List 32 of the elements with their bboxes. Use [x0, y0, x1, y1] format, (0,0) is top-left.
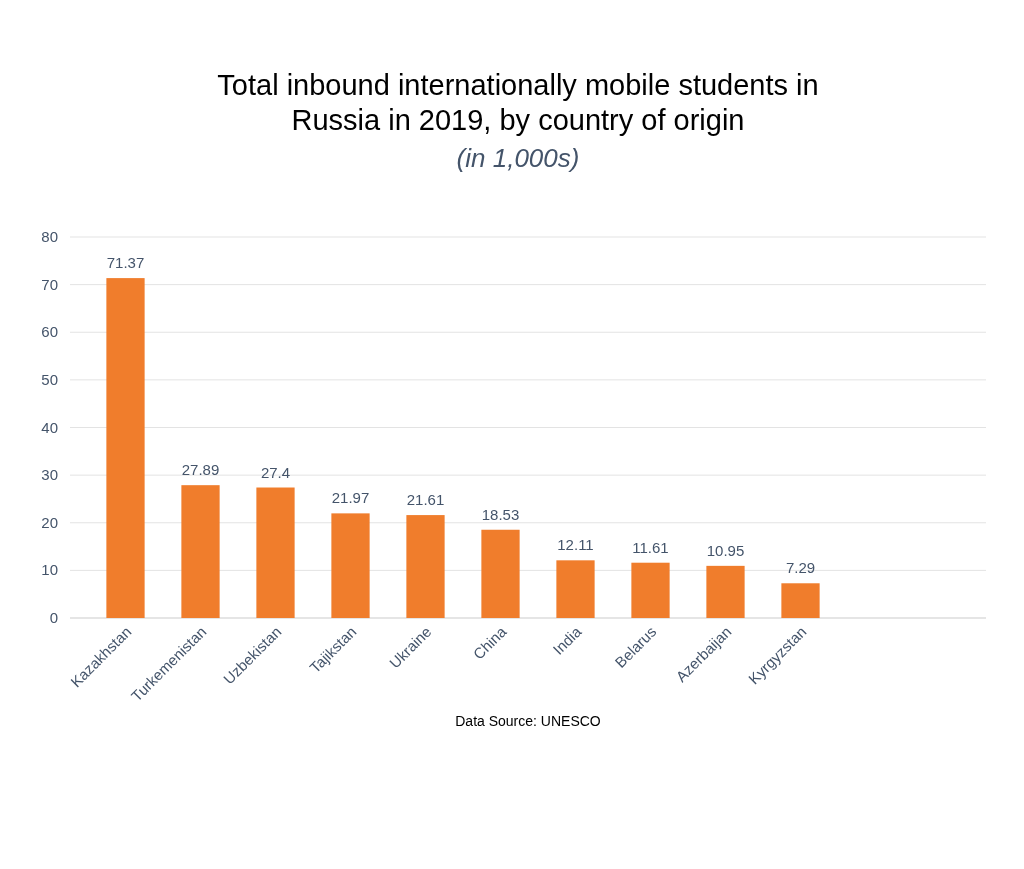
bar [706, 565, 745, 618]
data-label: 71.37 [106, 254, 145, 272]
bar [331, 513, 370, 618]
bar [256, 487, 295, 618]
y-tick-label: 20 [41, 513, 58, 531]
y-tick-label: 80 [41, 228, 58, 245]
data-label: 12.11 [557, 536, 594, 554]
bar [781, 583, 820, 618]
bar [406, 515, 445, 618]
bar [181, 485, 220, 618]
y-tick-label: 50 [41, 370, 58, 388]
data-label: 11.61 [632, 538, 669, 556]
y-tick-label: 0 [49, 609, 58, 626]
y-tick-label: 40 [41, 418, 58, 436]
chart-subtitle: (in 1,000s) [456, 143, 580, 173]
data-label: 18.53 [481, 505, 520, 523]
bar [481, 529, 520, 618]
data-label: 21.97 [331, 489, 370, 507]
bar [631, 562, 670, 618]
data-label: 7.29 [785, 559, 816, 577]
y-tick-label: 60 [41, 323, 58, 341]
y-tick-label: 70 [41, 275, 58, 293]
y-tick-label: 30 [41, 466, 58, 484]
chart-title: Total inbound internationally mobile students in Russia in 2019, by country of origin [217, 69, 819, 136]
data-label: 27.89 [181, 461, 220, 479]
y-tick-label: 10 [41, 561, 58, 579]
bar [106, 278, 145, 618]
data-label: 10.95 [706, 541, 745, 559]
data-label: 27.4 [260, 463, 291, 481]
bar [556, 560, 595, 618]
source-note: Data Source: UNESCO [455, 713, 601, 729]
data-label: 21.61 [406, 491, 445, 509]
